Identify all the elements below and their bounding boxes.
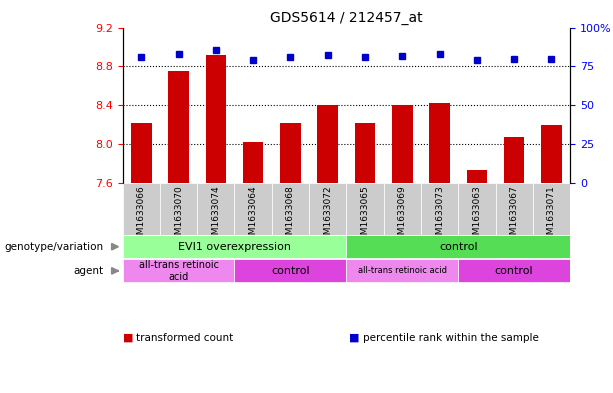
Bar [272,183,309,235]
Bar [234,259,346,283]
Text: EVI1 overexpression: EVI1 overexpression [178,242,291,252]
Bar [466,170,487,183]
Bar [234,183,272,235]
Bar [346,259,458,283]
Bar [384,183,421,235]
Bar [123,235,346,258]
Text: GSM1633072: GSM1633072 [323,185,332,246]
Text: ■: ■ [123,333,133,343]
Bar [243,142,264,183]
Bar [197,183,234,235]
Bar [169,71,189,183]
Text: ■: ■ [349,333,360,343]
Text: genotype/variation: genotype/variation [5,242,104,252]
Bar [533,183,570,235]
Text: GSM1633067: GSM1633067 [509,185,519,246]
Text: GSM1633065: GSM1633065 [360,185,370,246]
Bar [392,105,413,183]
Text: GSM1633063: GSM1633063 [473,185,481,246]
Text: GSM1633064: GSM1633064 [249,185,257,246]
Text: GSM1633069: GSM1633069 [398,185,407,246]
Text: all-trans retinoic
acid: all-trans retinoic acid [139,260,219,282]
Text: all-trans retinoic acid: all-trans retinoic acid [358,266,447,275]
Bar [123,259,234,283]
Bar [458,183,495,235]
Text: GSM1633071: GSM1633071 [547,185,556,246]
Text: GSM1633068: GSM1633068 [286,185,295,246]
Text: GSM1633066: GSM1633066 [137,185,146,246]
Bar [421,183,458,235]
Text: control: control [439,242,478,252]
Text: transformed count: transformed count [136,333,234,343]
Bar [131,123,151,183]
Bar [346,235,570,258]
Title: GDS5614 / 212457_at: GDS5614 / 212457_at [270,11,422,25]
Bar [160,183,197,235]
Bar [429,103,450,183]
Bar [280,123,300,183]
Bar [318,105,338,183]
Text: GSM1633073: GSM1633073 [435,185,444,246]
Bar [355,123,375,183]
Bar [309,183,346,235]
Text: control: control [271,266,310,276]
Bar [205,55,226,183]
Bar [495,183,533,235]
Text: control: control [495,266,533,276]
Bar [123,183,160,235]
Bar [458,259,570,283]
Bar [541,125,562,183]
Bar [504,137,524,183]
Text: percentile rank within the sample: percentile rank within the sample [363,333,539,343]
Bar [346,183,384,235]
Text: GSM1633074: GSM1633074 [211,185,220,246]
Text: agent: agent [74,266,104,276]
Text: GSM1633070: GSM1633070 [174,185,183,246]
